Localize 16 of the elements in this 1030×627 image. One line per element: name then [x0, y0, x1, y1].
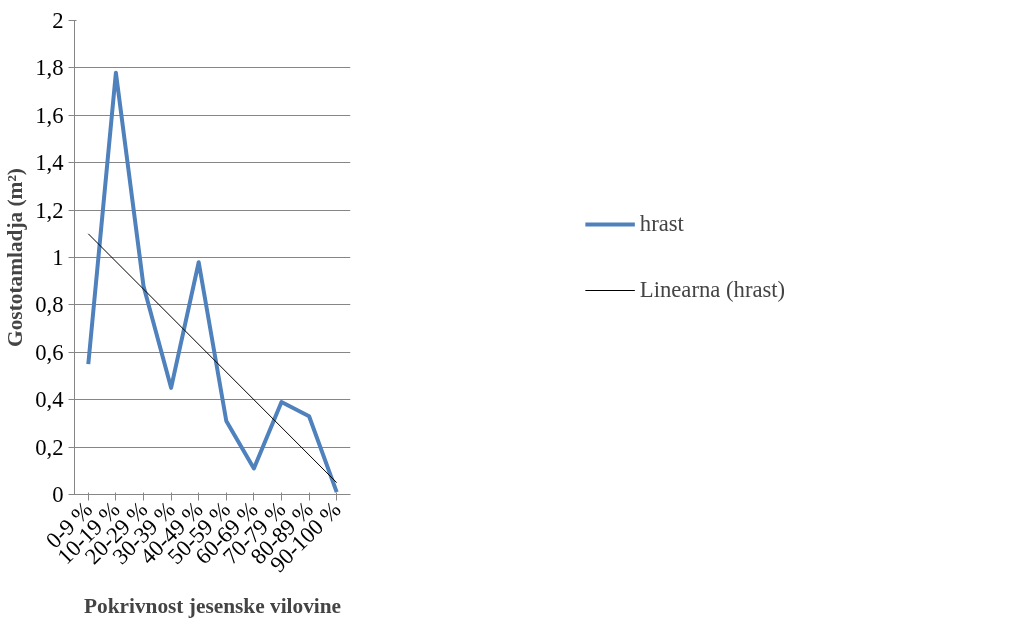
y-tick-label: 1,2: [35, 197, 64, 223]
legend-label: hrast: [639, 211, 684, 237]
y-tick-label: 0: [52, 482, 64, 507]
x-axis-title: Pokrivnost jesenske vilovine: [83, 593, 342, 618]
y-tick-label: 0,4: [35, 387, 64, 413]
line-series: [86, 70, 339, 495]
y-tick-label: 1,6: [35, 102, 64, 128]
y-tick-label: 0,8: [35, 292, 64, 318]
y-tick-label: 1,8: [35, 55, 64, 81]
y-tick-label: 0,2: [35, 434, 64, 460]
y-tick-label: 2: [52, 8, 64, 33]
y-tick-label: 1,4: [35, 150, 64, 176]
y-axis-title: Gostotamladja (m²): [3, 168, 28, 347]
legend-label: Linearna (hrast): [639, 277, 786, 303]
y-tick-label: 0,6: [35, 339, 64, 365]
y-tick-label: 1: [52, 245, 64, 270]
